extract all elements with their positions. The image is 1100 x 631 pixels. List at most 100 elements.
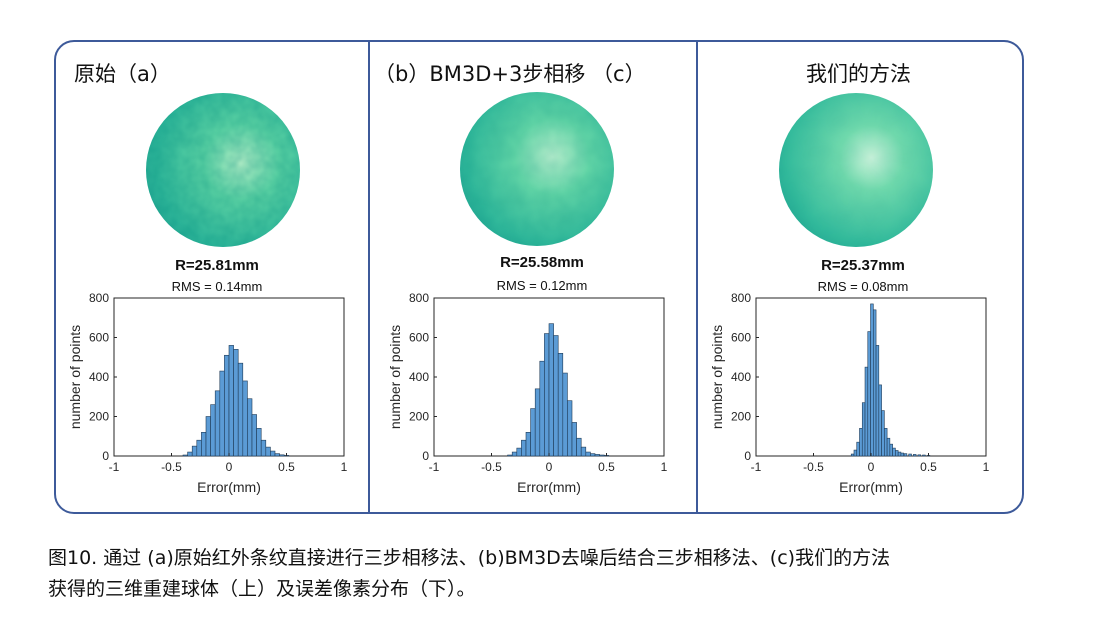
histogram-bar: [242, 380, 248, 457]
histogram-bar: [913, 454, 917, 457]
y-axis-label: number of points: [67, 325, 83, 429]
panel-b-rms-label: RMS = 0.12mm: [496, 278, 588, 293]
x-tick-label: 1: [341, 460, 348, 474]
sphere-c: [779, 93, 933, 247]
histogram-a: -1 -0.5 0 0.5 1 0 200 400 600 800 Error(mm) number …: [67, 291, 348, 495]
y-tick-label: 0: [422, 449, 429, 463]
x-tick-label: -0.5: [161, 460, 182, 474]
y-axis-label: number of points: [709, 325, 725, 429]
histogram-bar: [210, 404, 216, 457]
histogram-bar: [511, 451, 518, 457]
histogram-bar: [580, 446, 587, 457]
histogram-bar: [897, 451, 902, 457]
histogram-bar: [889, 443, 893, 457]
x-tick-label: 0.5: [278, 460, 295, 474]
x-tick-label: 1: [983, 460, 990, 474]
histogram-bar: [878, 384, 882, 457]
histogram-bar: [850, 453, 855, 457]
histogram-bar: [539, 360, 545, 457]
histogram-bar: [567, 400, 573, 457]
histogram-bar: [525, 432, 531, 457]
figure-frame: [54, 40, 1024, 514]
y-tick-label: 800: [409, 291, 429, 305]
histogram-bar: [187, 451, 193, 457]
panel-c-title: 我们的方法: [806, 62, 911, 86]
histogram-bar: [237, 362, 244, 457]
histogram-bar: [917, 454, 921, 457]
x-axis-label: Error(mm): [839, 479, 903, 495]
histogram-bar: [599, 454, 605, 457]
y-axis-label: number of points: [387, 325, 403, 429]
histogram-bar: [900, 452, 904, 457]
histogram-bar: [571, 422, 577, 457]
x-tick-label: -1: [751, 460, 762, 474]
histogram-bar: [895, 450, 899, 457]
y-tick-label: 0: [744, 449, 751, 463]
histogram-bar: [534, 388, 541, 457]
y-tick-label: 400: [409, 370, 429, 384]
x-tick-label: -0.5: [481, 460, 502, 474]
x-tick-label: -0.5: [803, 460, 824, 474]
histogram-bar: [861, 402, 866, 457]
y-tick-label: 400: [731, 370, 751, 384]
x-tick-label: -1: [109, 460, 120, 474]
sphere-a: [146, 93, 300, 247]
histogram-b: -1 -0.5 0 0.5 1 0 200 400 600 800 Error(mm) number …: [387, 291, 668, 495]
panel-c-radius-label: R=25.37mm: [821, 257, 905, 274]
x-tick-label: -1: [429, 460, 440, 474]
histogram-bar: [884, 428, 888, 457]
histogram-bar: [219, 370, 225, 457]
panel-b-radius-label: R=25.58mm: [500, 254, 584, 271]
x-tick-label: 0: [868, 460, 875, 474]
caption-line-1: 图10. 通过 (a)原始红外条纹直接进行三步相移法、(b)BM3D去噪后结合三…: [48, 547, 891, 569]
histogram-bar: [196, 439, 202, 457]
histogram-bar: [867, 331, 871, 457]
panel-c-rms-label: RMS = 0.08mm: [817, 279, 909, 294]
histogram-bar: [279, 454, 285, 457]
histogram-bar: [214, 390, 221, 457]
x-axis-label: Error(mm): [197, 479, 261, 495]
x-tick-label: 1: [661, 460, 668, 474]
histogram-bar: [260, 439, 267, 457]
y-tick-label: 600: [89, 331, 109, 345]
histogram-bar: [233, 349, 239, 457]
histogram-bar: [590, 453, 596, 457]
x-tick-label: 0.5: [598, 460, 615, 474]
histogram-bar: [251, 414, 257, 457]
panel-a-rms-label: RMS = 0.14mm: [171, 279, 263, 294]
histogram-bar: [265, 446, 271, 457]
y-tick-label: 400: [89, 370, 109, 384]
x-tick-label: 0: [226, 460, 233, 474]
y-tick-label: 200: [89, 410, 109, 424]
histogram-bar: [256, 428, 262, 457]
histogram-bar: [247, 398, 253, 457]
histogram-bar: [908, 453, 912, 457]
histogram-bar: [585, 451, 591, 457]
y-tick-label: 600: [409, 331, 429, 345]
panel-b-title: （b）BM3D+3步相移 （c）: [374, 62, 646, 86]
y-tick-label: 200: [409, 410, 429, 424]
panel-a-title: 原始（a）: [74, 62, 171, 86]
histogram-bar: [548, 323, 554, 457]
y-tick-label: 800: [89, 291, 109, 305]
x-tick-label: 0.5: [920, 460, 937, 474]
histogram-bar: [886, 437, 891, 457]
panel-a-radius-label: R=25.81mm: [175, 257, 259, 274]
x-tick-label: 0: [546, 460, 553, 474]
y-tick-label: 800: [731, 291, 751, 305]
histogram-bar: [870, 303, 874, 457]
histogram-bar: [274, 453, 280, 457]
histogram-bar: [544, 333, 550, 457]
histogram-bar: [228, 345, 234, 457]
histogram-c: -1 -0.5 0 0.5 1 0 200 400 600 800 Error(mm) number …: [709, 291, 990, 495]
caption-line-2: 获得的三维重建球体（上）及误差像素分布（下）。: [48, 578, 476, 600]
panel-divider-1: [368, 40, 370, 514]
histogram-bar: [530, 408, 536, 457]
histogram-bar: [557, 353, 564, 457]
histogram-bar: [507, 454, 513, 457]
histogram-bar: [873, 309, 877, 457]
histogram-bar: [516, 447, 522, 457]
histogram-bar: [881, 410, 885, 457]
panel-divider-2: [696, 40, 698, 514]
figure-caption: 图10. 通过 (a)原始红外条纹直接进行三步相移法、(b)BM3D去噪后结合三…: [48, 543, 1058, 605]
